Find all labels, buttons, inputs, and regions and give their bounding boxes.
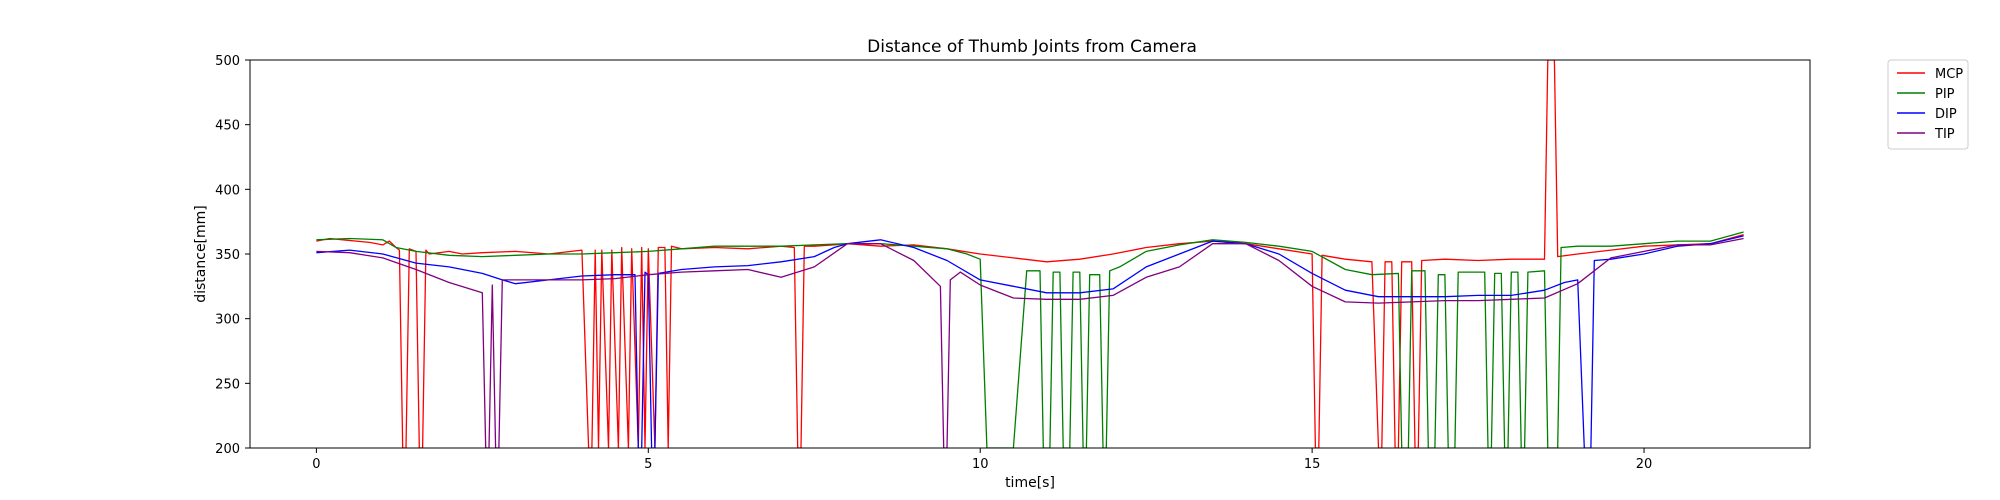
y-tick-label: 500 <box>215 54 240 69</box>
x-tick-label: 10 <box>972 457 989 472</box>
series-line-tip <box>316 237 1744 448</box>
y-axis-label: distance[mm] <box>193 205 209 303</box>
legend-label-mcp: MCP <box>1935 67 1963 82</box>
y-tick-label: 350 <box>215 248 240 263</box>
y-axis: 200 250 300 350 400 450 500 <box>215 54 250 457</box>
legend-label-dip: DIP <box>1935 107 1957 122</box>
y-tick-label: 300 <box>215 313 240 328</box>
y-tick-label: 200 <box>215 442 240 457</box>
x-axis: 0 5 10 15 20 <box>312 448 1652 472</box>
series-line-mcp <box>316 60 1744 448</box>
chart-title: Distance of Thumb Joints from Camera <box>867 37 1197 57</box>
legend-label-tip: TIP <box>1934 127 1955 142</box>
series-line-dip <box>316 235 1744 448</box>
y-tick-label: 450 <box>215 119 240 134</box>
series-line-pip <box>316 231 1744 448</box>
x-tick-label: 15 <box>1304 457 1321 472</box>
legend-box <box>1887 59 1969 150</box>
x-tick-label: 20 <box>1636 457 1653 472</box>
x-axis-label: time[s] <box>1005 475 1055 491</box>
x-tick-label: 0 <box>312 457 320 472</box>
legend-label-pip: PIP <box>1935 87 1955 102</box>
y-tick-label: 400 <box>215 183 240 198</box>
legend: MCP PIP DIP TIP <box>1887 59 1969 150</box>
x-tick-label: 5 <box>644 457 652 472</box>
series-layer <box>316 60 1744 448</box>
y-tick-label: 250 <box>215 377 240 392</box>
